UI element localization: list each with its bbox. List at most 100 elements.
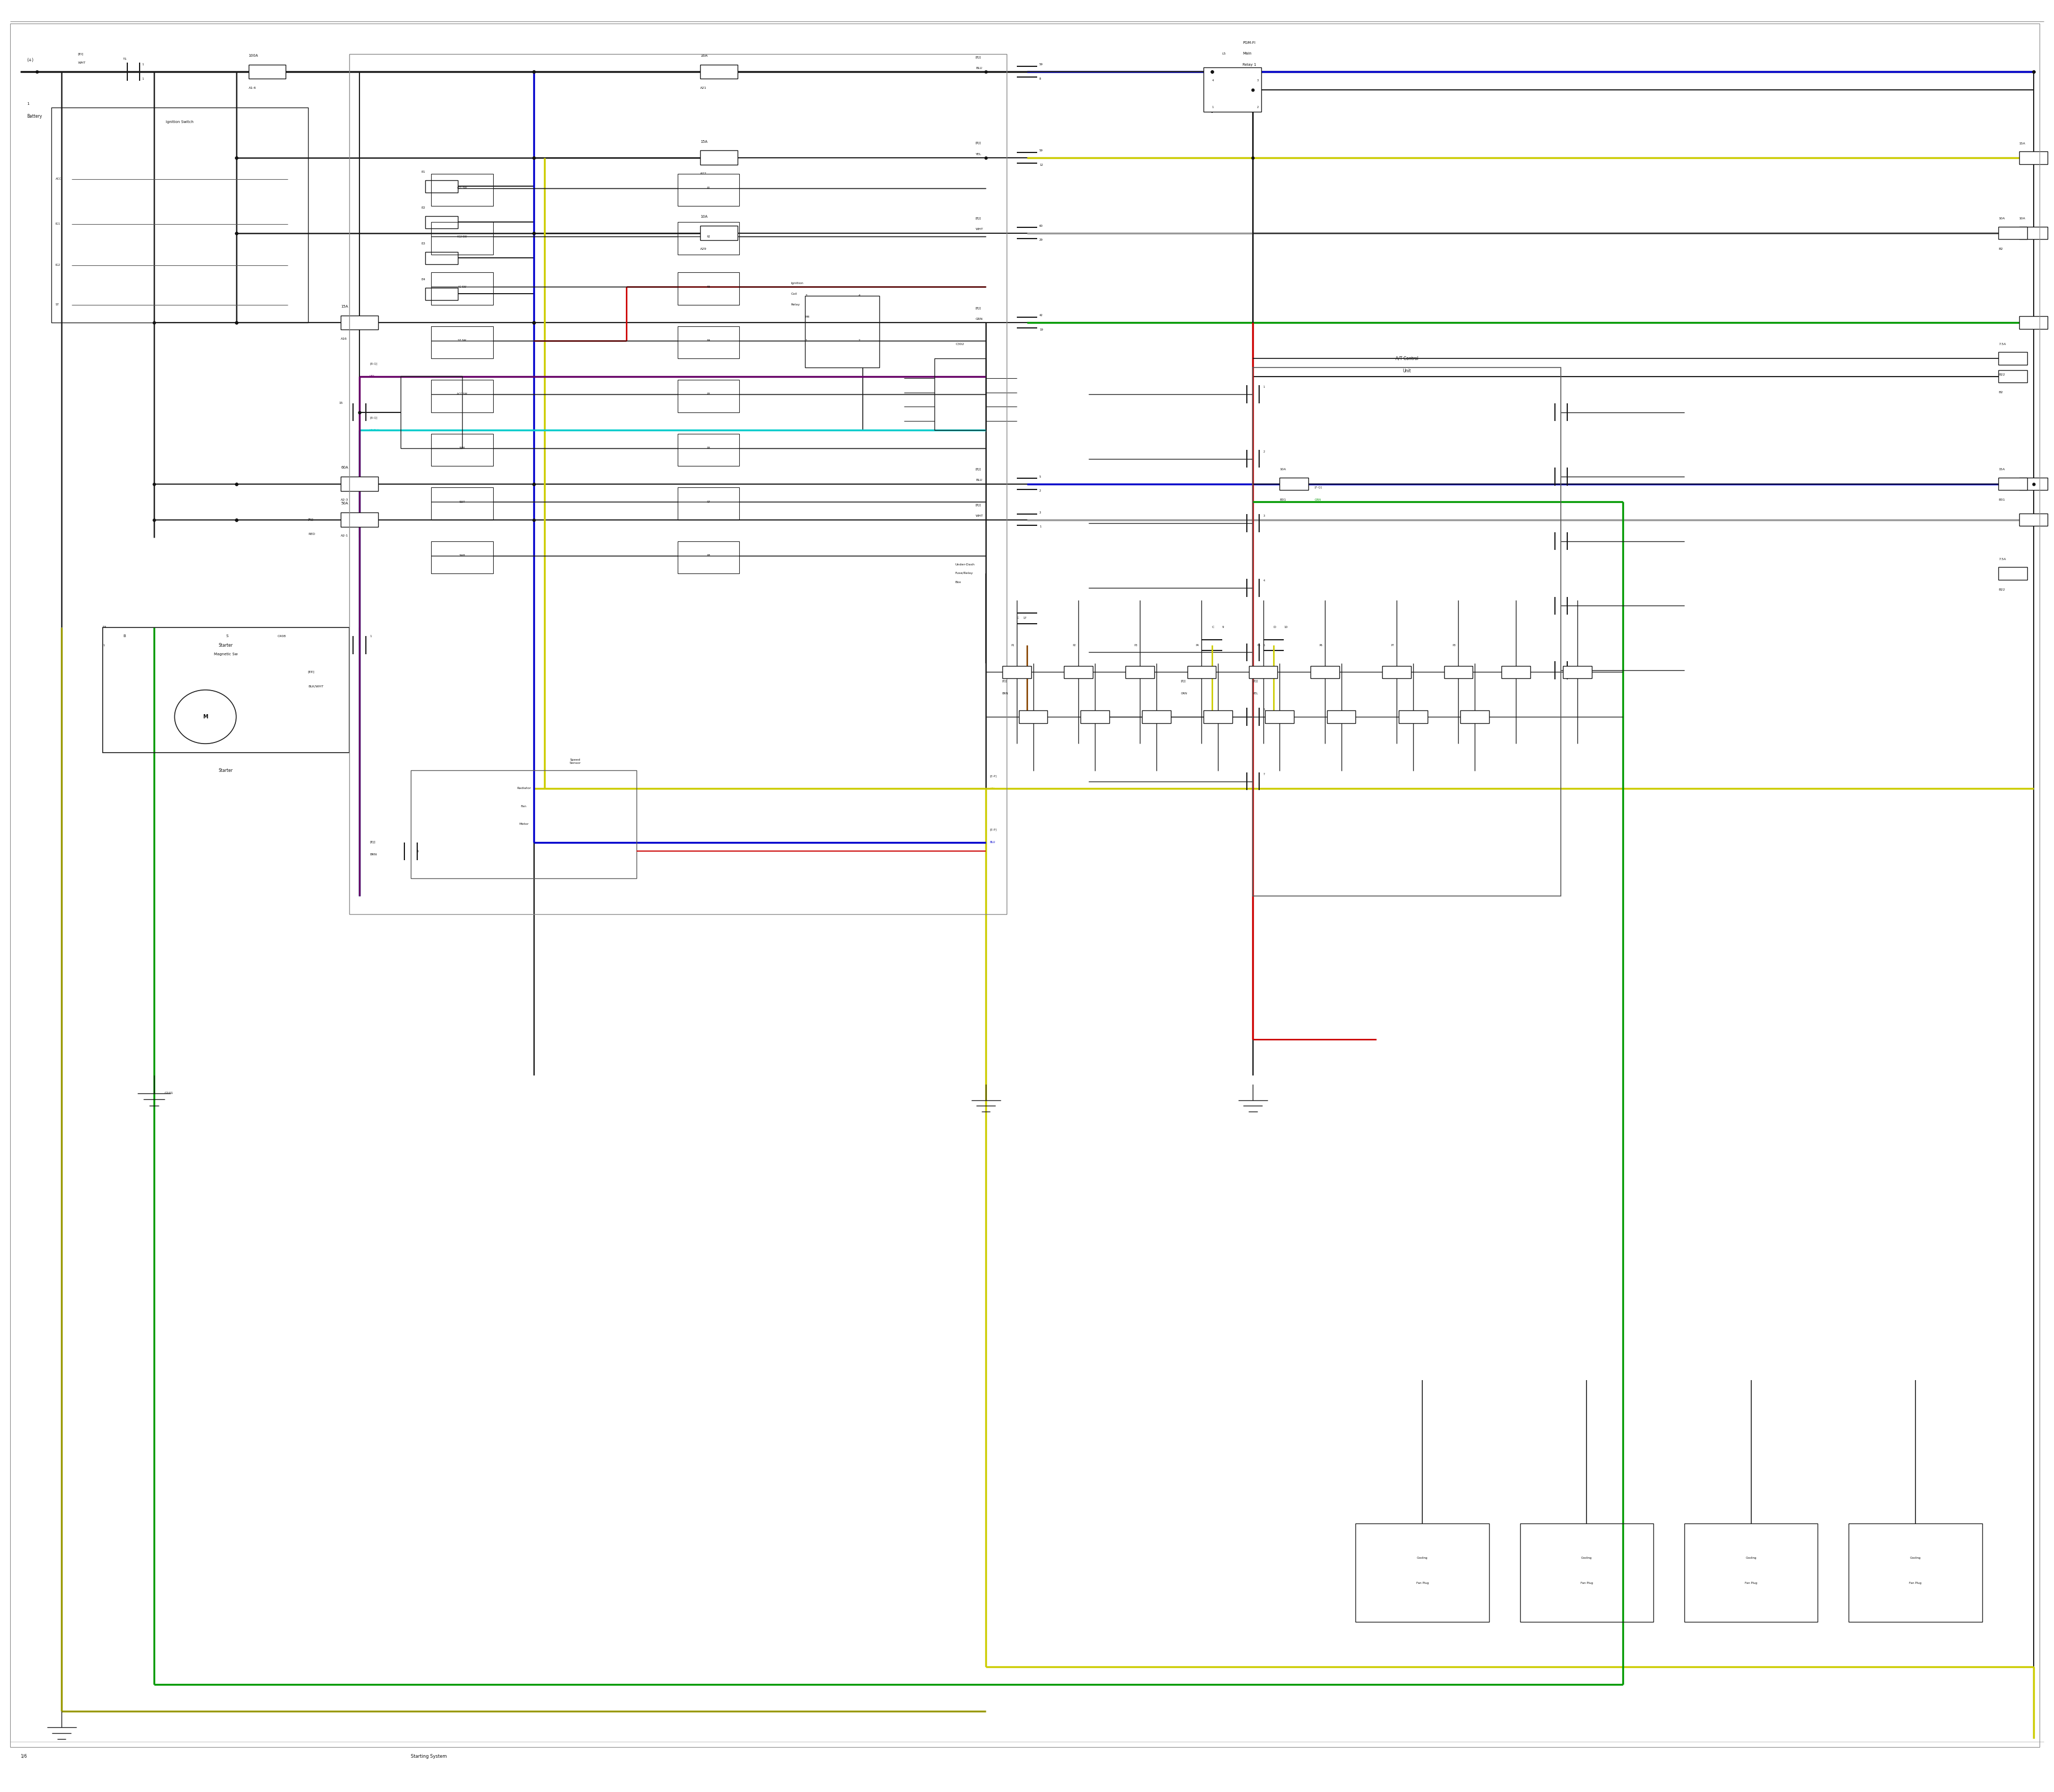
Text: Starter: Starter xyxy=(220,643,232,647)
Bar xyxy=(341,513,378,527)
Text: Magnetic Sw: Magnetic Sw xyxy=(214,652,238,656)
Text: Cooling: Cooling xyxy=(1910,1557,1920,1559)
Bar xyxy=(2019,513,2048,527)
Text: [EJ]: [EJ] xyxy=(308,518,314,521)
Text: Cooling: Cooling xyxy=(1417,1557,1428,1559)
Text: [E-P]: [E-P] xyxy=(990,774,996,778)
Text: R8: R8 xyxy=(707,554,711,557)
Bar xyxy=(1999,478,2027,489)
Bar xyxy=(1253,367,1561,896)
Text: 10: 10 xyxy=(1284,625,1288,629)
Text: C: C xyxy=(1212,625,1214,629)
Bar xyxy=(805,296,879,367)
Text: D: D xyxy=(1273,625,1276,629)
Text: [EJ]: [EJ] xyxy=(976,217,982,220)
Text: 1/6: 1/6 xyxy=(21,1754,27,1758)
Bar xyxy=(1444,667,1473,677)
Text: (+): (+) xyxy=(27,57,33,63)
Text: Cooling: Cooling xyxy=(1746,1557,1756,1559)
Text: Starting System: Starting System xyxy=(411,1754,448,1758)
Text: C302: C302 xyxy=(955,342,965,346)
Bar xyxy=(700,65,737,79)
Text: R7: R7 xyxy=(707,500,711,504)
Text: WHT: WHT xyxy=(976,514,984,518)
Text: [EJ]: [EJ] xyxy=(1253,679,1257,683)
Bar xyxy=(431,326,493,358)
Bar xyxy=(1204,66,1261,111)
Text: 16A: 16A xyxy=(700,54,709,57)
Text: Ignition Switch: Ignition Switch xyxy=(166,120,193,124)
Text: P1: P1 xyxy=(1011,643,1015,647)
Text: Main: Main xyxy=(1243,52,1251,56)
Text: 15: 15 xyxy=(339,401,343,405)
Text: 15A: 15A xyxy=(700,140,709,143)
Text: ST SW: ST SW xyxy=(458,339,466,342)
Bar xyxy=(1019,710,1048,722)
Text: 17: 17 xyxy=(1023,616,1027,620)
Text: S: S xyxy=(226,634,228,638)
Text: [EJ]: [EJ] xyxy=(976,56,982,59)
Bar xyxy=(1382,667,1411,677)
Bar xyxy=(700,226,737,240)
Bar xyxy=(1310,667,1339,677)
Bar xyxy=(401,376,462,448)
Text: SW8: SW8 xyxy=(460,554,464,557)
Text: B31: B31 xyxy=(1999,498,2005,502)
Text: GRN: GRN xyxy=(976,317,984,321)
Text: 7.5A: 7.5A xyxy=(1999,557,2007,561)
Bar xyxy=(1327,710,1356,722)
Text: Fan Plug: Fan Plug xyxy=(1415,1582,1430,1584)
Bar xyxy=(1204,710,1232,722)
Bar xyxy=(341,477,378,491)
Text: P3: P3 xyxy=(1134,643,1138,647)
Text: BRN: BRN xyxy=(370,853,376,857)
Text: LT BLU: LT BLU xyxy=(370,428,380,432)
Bar xyxy=(431,434,493,466)
Text: G101: G101 xyxy=(164,1091,173,1095)
Text: P4: P4 xyxy=(1195,643,1200,647)
Text: B2: B2 xyxy=(1999,391,2003,394)
Text: A2-3: A2-3 xyxy=(341,498,349,502)
Bar xyxy=(1356,1523,1489,1622)
Text: BRN: BRN xyxy=(1002,692,1009,695)
Text: [E-P]: [E-P] xyxy=(990,828,996,831)
Text: YEL: YEL xyxy=(976,152,982,156)
Text: [B-Q]: [B-Q] xyxy=(370,416,378,419)
Text: [EE]: [EE] xyxy=(308,670,314,674)
Bar xyxy=(1142,710,1171,722)
Text: [EJ]: [EJ] xyxy=(976,142,982,145)
Text: IG1: IG1 xyxy=(55,222,60,226)
Text: WHT: WHT xyxy=(976,228,984,231)
Text: 100A: 100A xyxy=(249,54,259,57)
Bar xyxy=(2019,315,2048,330)
Bar xyxy=(678,174,739,206)
Bar xyxy=(2019,228,2048,238)
Text: YEL: YEL xyxy=(1253,692,1259,695)
Bar xyxy=(1187,667,1216,677)
Text: A21: A21 xyxy=(700,86,707,90)
Text: [EJ]: [EJ] xyxy=(1181,679,1185,683)
Bar xyxy=(700,151,737,165)
Text: Motor: Motor xyxy=(520,823,528,826)
Text: 59: 59 xyxy=(1039,149,1043,152)
Bar xyxy=(1999,351,2027,364)
Text: R3: R3 xyxy=(707,285,711,289)
Text: Fan Plug: Fan Plug xyxy=(1744,1582,1758,1584)
Text: RED: RED xyxy=(308,532,314,536)
Text: 15A: 15A xyxy=(341,305,349,308)
Bar xyxy=(2019,151,2048,163)
Text: SW6: SW6 xyxy=(460,446,464,450)
Text: Relay 1: Relay 1 xyxy=(1243,63,1257,66)
Bar xyxy=(249,65,286,79)
Text: IG2 SW: IG2 SW xyxy=(458,235,466,238)
Bar xyxy=(1501,667,1530,677)
Text: E2: E2 xyxy=(421,206,425,210)
Text: Cooling: Cooling xyxy=(1582,1557,1592,1559)
Text: P8: P8 xyxy=(1452,643,1456,647)
Text: Starter: Starter xyxy=(220,769,232,772)
Bar xyxy=(431,487,493,520)
Text: 15A: 15A xyxy=(2019,142,2025,145)
Bar xyxy=(1460,710,1489,722)
Text: Coil: Coil xyxy=(791,292,797,296)
Bar xyxy=(678,434,739,466)
